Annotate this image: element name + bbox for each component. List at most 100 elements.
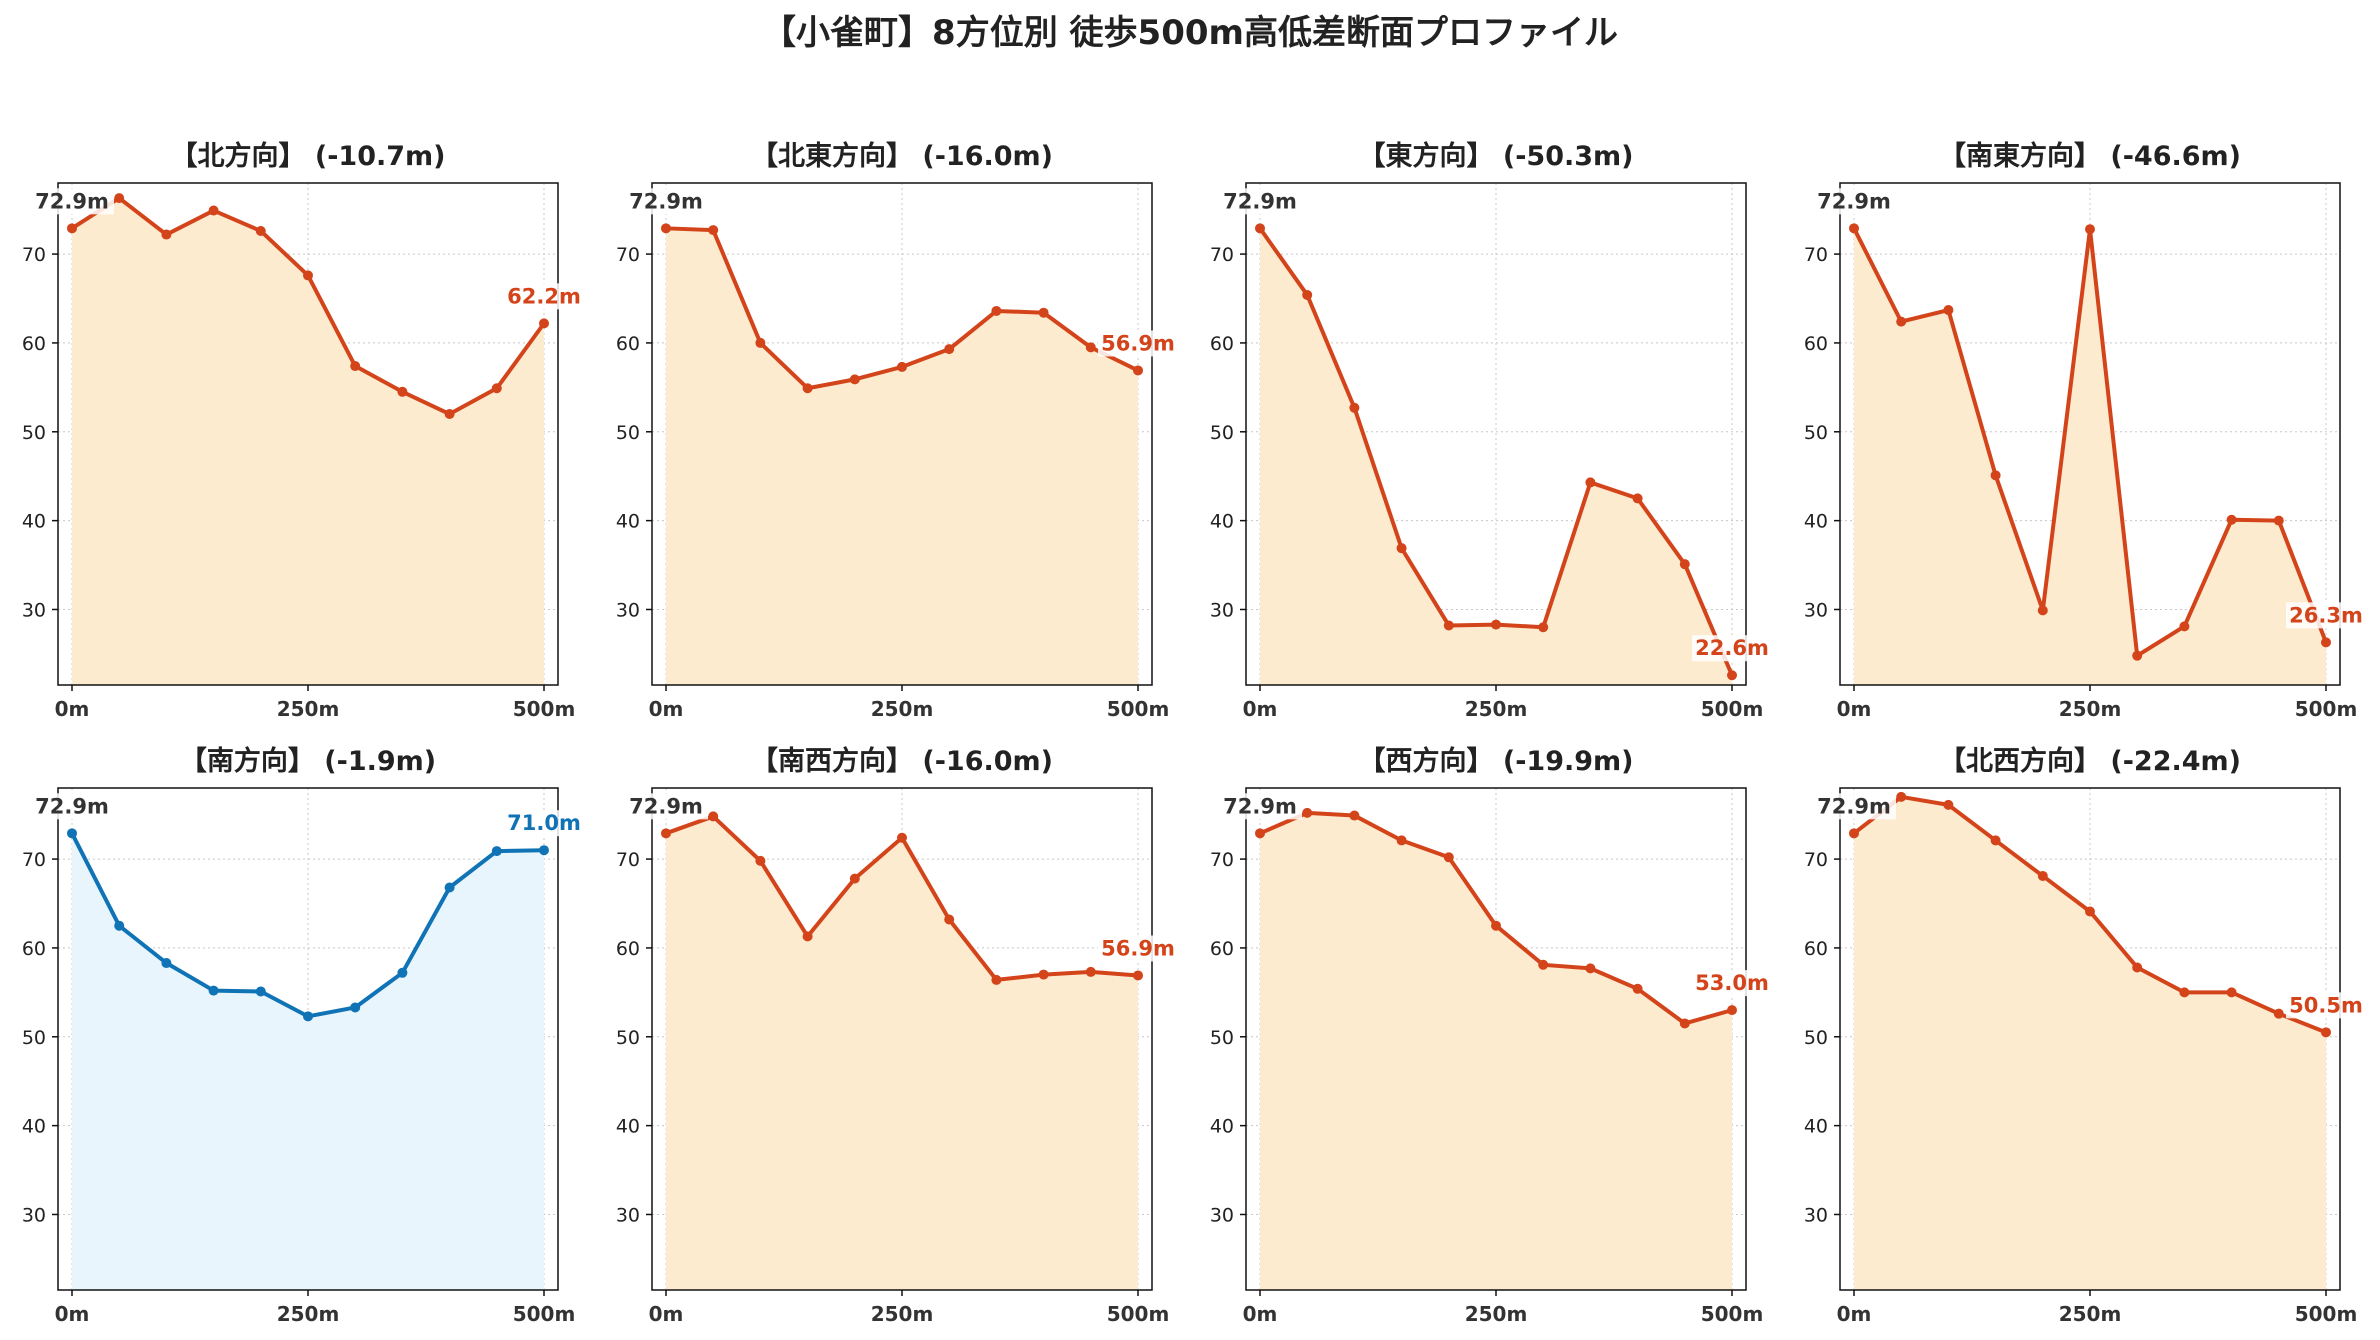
start-label: 72.9m xyxy=(1223,189,1297,213)
data-point xyxy=(708,225,719,236)
data-point xyxy=(1349,810,1360,821)
x-tick-label: 250m xyxy=(2059,697,2122,721)
data-point xyxy=(1679,559,1690,570)
data-point xyxy=(255,986,266,997)
data-point xyxy=(1443,620,1454,631)
area-fill xyxy=(72,833,544,1290)
data-point xyxy=(1585,477,1596,488)
data-point xyxy=(539,318,549,329)
data-point xyxy=(755,337,766,348)
data-point xyxy=(2037,605,2048,616)
data-point xyxy=(303,270,313,281)
y-tick-label: 50 xyxy=(1210,1027,1234,1049)
data-point xyxy=(161,958,172,969)
data-point xyxy=(303,1011,313,1022)
start-label-bg xyxy=(30,188,114,215)
y-tick-label: 40 xyxy=(22,1116,46,1138)
area-fill xyxy=(1854,228,2326,685)
panel-6: 30 40 50 60 70 0m 250m 500m 【西方向】 (-19.9m) 72.9m 5… xyxy=(1210,745,1772,1326)
panel-5: 30 40 50 60 70 0m 250m 500m 【南西方向】 (-16.0m) 72.9m… xyxy=(616,745,1178,1326)
area-fill xyxy=(1854,796,2326,1290)
end-label-bg xyxy=(1098,330,1178,357)
y-tick-label: 30 xyxy=(1804,599,1828,621)
data-point xyxy=(1085,342,1096,353)
y-tick-label: 70 xyxy=(1804,244,1828,266)
end-label: 53.0m xyxy=(1695,971,1769,995)
data-point xyxy=(350,1002,361,1013)
panel-3: 30 40 50 60 70 0m 250m 500m 【南東方向】 (-46.6m) 72.9m… xyxy=(1804,140,2366,721)
data-point xyxy=(2085,906,2095,917)
area-fill xyxy=(666,228,1138,685)
data-point xyxy=(1133,970,1143,981)
data-point xyxy=(1632,493,1643,504)
x-tick-label: 0m xyxy=(55,697,90,721)
data-point xyxy=(1538,959,1549,970)
data-point xyxy=(802,383,813,394)
end-label-bg xyxy=(504,810,584,837)
data-point xyxy=(897,832,907,843)
x-tick-label: 250m xyxy=(277,1302,340,1326)
end-label: 26.3m xyxy=(2289,603,2363,627)
y-tick-label: 50 xyxy=(1210,422,1234,444)
y-tick-label: 70 xyxy=(22,244,46,266)
start-label-bg xyxy=(1218,793,1302,820)
y-tick-label: 40 xyxy=(616,511,640,533)
data-point xyxy=(1679,1018,1690,1029)
start-label-bg xyxy=(1218,188,1302,215)
x-tick-label: 0m xyxy=(1837,697,1872,721)
data-point xyxy=(1255,223,1265,234)
x-tick-label: 0m xyxy=(55,1302,90,1326)
x-tick-label: 250m xyxy=(1465,1302,1528,1326)
data-point xyxy=(491,846,502,857)
data-point xyxy=(1849,828,1859,839)
y-tick-label: 40 xyxy=(22,511,46,533)
x-tick-label: 0m xyxy=(1243,1302,1278,1326)
figure-title: 【小雀町】8方位別 徒歩500m高低差断面プロファイル xyxy=(762,13,1618,53)
data-point xyxy=(1038,307,1049,318)
panel-title: 【南西方向】 (-16.0m) xyxy=(751,745,1053,777)
y-tick-label: 30 xyxy=(22,1204,46,1226)
y-tick-label: 70 xyxy=(616,244,640,266)
end-label-bg xyxy=(2286,992,2366,1019)
start-label: 72.9m xyxy=(35,794,109,818)
start-label-bg xyxy=(1812,188,1896,215)
data-point xyxy=(2226,514,2237,525)
x-tick-label: 250m xyxy=(2059,1302,2122,1326)
data-point xyxy=(1302,807,1313,818)
data-point xyxy=(1943,799,1954,810)
data-point xyxy=(897,361,907,372)
x-tick-label: 0m xyxy=(1243,697,1278,721)
y-tick-label: 50 xyxy=(1804,422,1828,444)
data-point xyxy=(2132,650,2143,661)
y-tick-label: 60 xyxy=(616,938,640,960)
end-label-bg xyxy=(2286,602,2366,629)
y-tick-label: 40 xyxy=(1210,1116,1234,1138)
x-tick-label: 0m xyxy=(649,1302,684,1326)
data-point xyxy=(2226,987,2237,998)
y-tick-label: 70 xyxy=(1210,244,1234,266)
end-label-bg xyxy=(1692,635,1772,662)
data-point xyxy=(1943,305,1954,316)
panel-title: 【南方向】 (-1.9m) xyxy=(180,745,436,777)
data-point xyxy=(661,223,671,234)
panel-title: 【東方向】 (-50.3m) xyxy=(1358,140,1633,172)
y-tick-label: 60 xyxy=(1804,333,1828,355)
start-label-bg xyxy=(624,188,708,215)
area-fill xyxy=(72,198,544,685)
data-point xyxy=(67,223,77,234)
y-tick-label: 30 xyxy=(616,599,640,621)
panel-2: 30 40 50 60 70 0m 250m 500m 【東方向】 (-50.3m) 72.9m 2… xyxy=(1210,140,1772,721)
data-point xyxy=(1585,963,1596,974)
data-point xyxy=(1990,835,2001,846)
y-tick-label: 30 xyxy=(1210,599,1234,621)
data-point xyxy=(1133,365,1143,376)
x-tick-label: 500m xyxy=(1107,697,1170,721)
end-label: 71.0m xyxy=(507,811,581,835)
x-tick-label: 0m xyxy=(1837,1302,1872,1326)
data-point xyxy=(2037,870,2048,881)
y-tick-label: 40 xyxy=(1804,1116,1828,1138)
start-label: 72.9m xyxy=(1817,794,1891,818)
area-fill xyxy=(1260,812,1732,1290)
panel-1: 30 40 50 60 70 0m 250m 500m 【北東方向】 (-16.0m) 72.9m… xyxy=(616,140,1178,721)
data-point xyxy=(1349,402,1360,413)
